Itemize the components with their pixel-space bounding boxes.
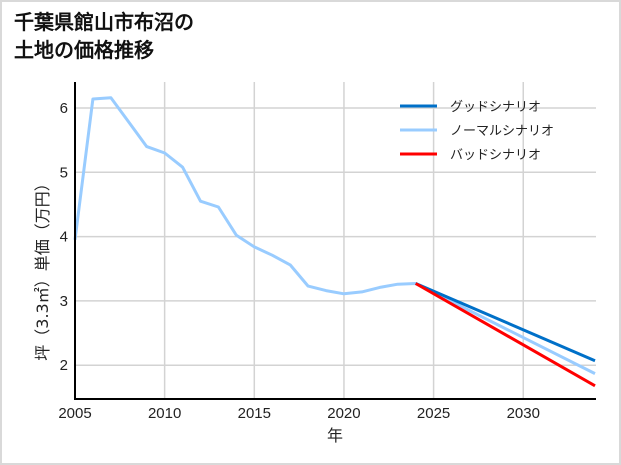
y-tick-label: 2 — [60, 357, 68, 374]
y-tick-label: 3 — [60, 293, 68, 310]
y-tick-label: 5 — [60, 164, 68, 181]
y-tick-label: 4 — [60, 229, 68, 246]
x-tick-label: 2005 — [58, 405, 91, 422]
y-tick-label: 6 — [60, 100, 68, 117]
data-series — [73, 96, 596, 388]
x-tick-label: 2020 — [327, 405, 360, 422]
x-tick-labels: 2005 2010 2015 2020 2025 2030 — [58, 405, 540, 422]
chart-title-line1: 千葉県館山市布沼の — [14, 10, 194, 34]
legend-label: ノーマルシナリオ — [450, 124, 554, 139]
x-tick-label: 2030 — [507, 405, 540, 422]
series-line-1 — [73, 96, 596, 375]
legend-label: グッドシナリオ — [450, 100, 541, 115]
chart-title: 千葉県館山市布沼の 土地の価格推移 — [14, 8, 194, 64]
chart-title-line2: 土地の価格推移 — [14, 38, 154, 62]
series-line-0 — [415, 282, 596, 363]
x-tick-label: 2010 — [148, 405, 181, 422]
legend-label: バッドシナリオ — [450, 148, 541, 163]
x-tick-label: 2015 — [238, 405, 271, 422]
y-tick-labels: 2 3 4 5 6 — [60, 100, 68, 374]
x-tick-label: 2025 — [417, 405, 450, 422]
x-axis-label: 年 — [327, 426, 343, 445]
y-axis-label: 坪（3.3㎡）単価（万円） — [33, 175, 52, 360]
series-line-2 — [414, 282, 596, 388]
axes — [74, 82, 596, 400]
